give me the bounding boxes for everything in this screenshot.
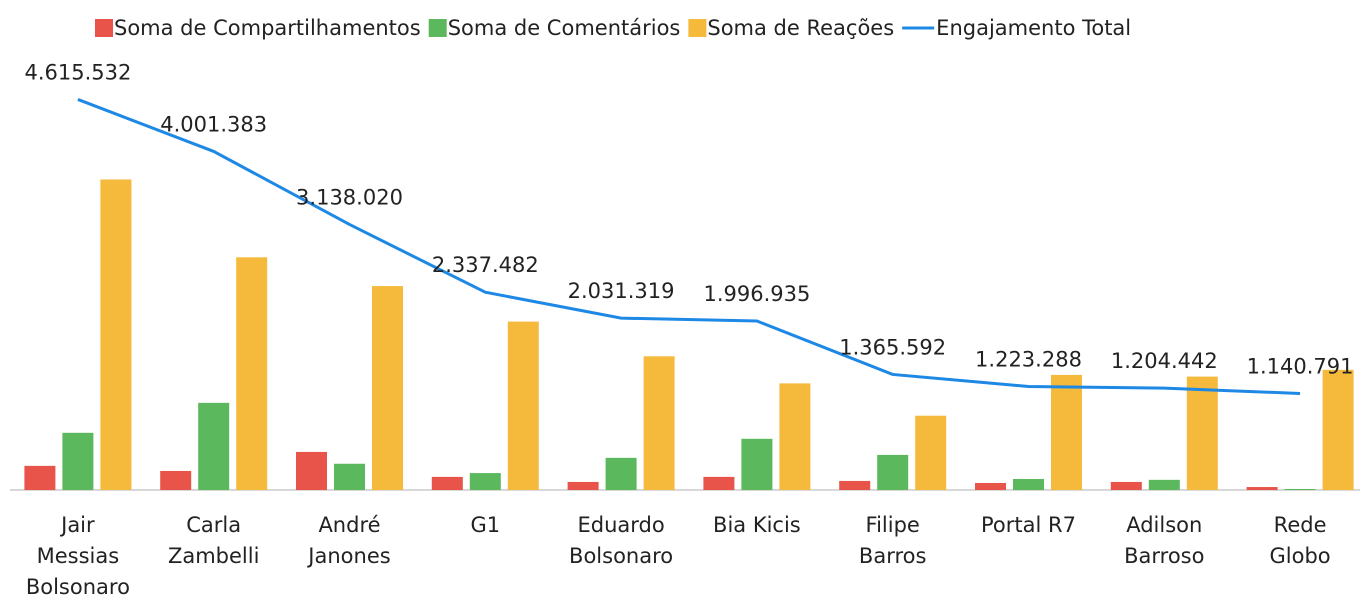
- x-tick-label: Eduardo Bolsonaro: [569, 513, 674, 568]
- legend-label: Engajamento Total: [936, 16, 1131, 40]
- x-tick-label: G1: [470, 513, 501, 537]
- bar: [24, 465, 56, 490]
- bar: [507, 321, 539, 490]
- bar: [160, 470, 192, 490]
- data-label: 1.365.592: [839, 335, 946, 359]
- bar: [779, 383, 811, 490]
- x-tick-label: André Janones: [308, 513, 391, 568]
- bar: [1284, 488, 1316, 490]
- bar: [567, 481, 599, 490]
- bar: [703, 476, 735, 490]
- bar: [236, 257, 268, 490]
- x-tick-label: Adilson Barroso: [1124, 513, 1205, 568]
- bar: [975, 482, 1006, 490]
- bar: [198, 402, 230, 490]
- legend-label: Soma de Compartilhamentos: [114, 16, 421, 40]
- data-label: 1.223.288: [975, 347, 1082, 371]
- legend-label: Soma de Reações: [707, 16, 894, 40]
- data-label: 1.140.791: [1247, 354, 1354, 378]
- bar: [1051, 374, 1082, 490]
- bar: [643, 356, 675, 490]
- legend-swatch: [428, 19, 447, 37]
- bar: [915, 415, 947, 490]
- bar: [1322, 369, 1354, 490]
- data-label: 4.615.532: [24, 60, 131, 84]
- data-label: 2.031.319: [568, 279, 675, 303]
- line: [77, 98, 1301, 395]
- data-label: 1.204.442: [1111, 349, 1218, 373]
- data-label: 2.337.482: [432, 253, 539, 277]
- bar: [1246, 487, 1278, 490]
- data-label: 1.996.935: [703, 282, 810, 306]
- x-tick-label: Filipe Barros: [858, 513, 927, 568]
- bar: [296, 451, 327, 490]
- bar: [100, 179, 132, 490]
- bar: [1186, 376, 1218, 490]
- x-tick-label: Portal R7: [981, 513, 1076, 537]
- bar: [1110, 481, 1142, 490]
- data-label: 4.001.383: [160, 112, 267, 136]
- bar: [1013, 479, 1044, 490]
- bar: [741, 438, 773, 490]
- bar: [605, 457, 637, 490]
- x-tick-label: Rede Globo: [1269, 513, 1331, 568]
- bar: [431, 476, 463, 490]
- bar: [469, 473, 501, 490]
- bar: [334, 463, 365, 490]
- x-tick-label: Carla Zambelli: [167, 513, 260, 568]
- x-tick-label: Bia Kicis: [713, 513, 801, 537]
- legend-swatch: [688, 19, 707, 37]
- bar: [877, 454, 909, 490]
- bar: [839, 480, 871, 490]
- data-label: 3.138.020: [296, 185, 403, 209]
- legend-label: Soma de Comentários: [448, 16, 681, 40]
- bar: [372, 286, 403, 490]
- legend-swatch: [95, 19, 113, 37]
- bar: [1148, 479, 1180, 490]
- bar: [62, 432, 94, 490]
- x-tick-label: Jair Messias Bolsonaro: [25, 513, 130, 599]
